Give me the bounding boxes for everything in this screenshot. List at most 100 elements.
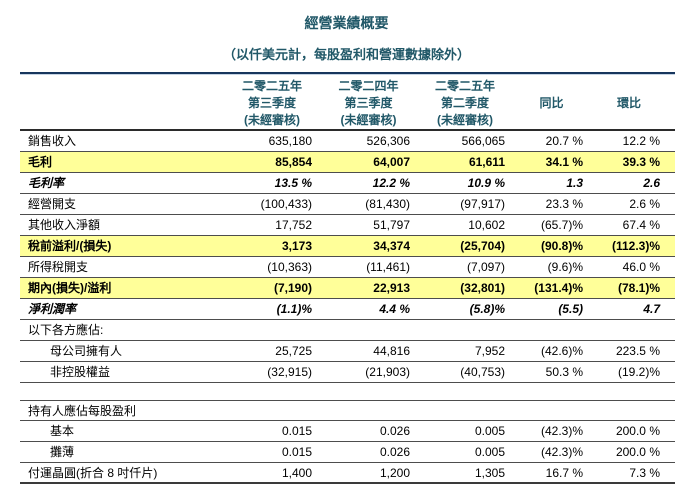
table-row: 淨利潤率 (1.1)% 4.4 % (5.8)% (5.5) 4.7 <box>20 299 675 320</box>
row-value: 2.6 <box>643 176 660 190</box>
row-value <box>232 320 327 340</box>
row-label: 以下各方應佔: <box>28 323 104 337</box>
row-value: 0.026 <box>379 445 410 459</box>
table-row: 非控股權益 (32,915) (21,903) (40,753) 50.3 % (19.2… <box>20 362 675 383</box>
row-value <box>232 401 327 420</box>
page-title: 經營業績概要 <box>304 15 389 31</box>
row-value: (5.5) <box>558 302 583 316</box>
row-value: 64,007 <box>373 155 410 169</box>
table-row: 其他收入淨額 17,752 51,797 10,602 (65.7)% 67.4 % <box>20 215 675 236</box>
row-value <box>425 401 520 420</box>
column-header-line: 二零二四年 <box>338 79 399 93</box>
table-row: 持有人應佔每股盈利 <box>20 400 675 421</box>
row-value: 23.3 % <box>545 197 583 211</box>
row-label: 基本 <box>50 424 75 438</box>
column-header-line: 第三季度 <box>344 96 393 110</box>
column-header: 二零二五年 第三季度 (未經審核) <box>232 78 327 129</box>
row-value: 223.5 % <box>615 344 660 358</box>
table-row: 毛利 85,854 64,007 61,611 34.1 % 39.3 % <box>20 152 675 173</box>
title-rule <box>20 72 675 75</box>
table-row: 期內(損失)/溢利 (7,190) 22,913 (32,801) (131.4)% (7… <box>20 278 675 299</box>
row-label: 稅前溢利/(損失) <box>28 239 112 253</box>
row-value: (81,430) <box>365 197 410 211</box>
row-value: (40,753) <box>460 365 505 379</box>
column-header-line: 第二季度 <box>440 96 489 110</box>
results-table: 二零二五年 第三季度 (未經審核) 二零二四年 第三季度 (未經審核) 二零二五年 第二季度 (… <box>20 72 675 484</box>
row-label: 其他收入淨額 <box>28 218 101 232</box>
row-value <box>425 320 520 340</box>
row-value: 1,305 <box>474 466 505 480</box>
row-value <box>598 320 675 340</box>
row-value: (42.3)% <box>540 445 583 459</box>
row-value: (25,704) <box>460 239 505 253</box>
row-value: (112.3)% <box>611 239 660 253</box>
row-value: 3,173 <box>281 239 312 253</box>
row-label: 淨利潤率 <box>28 302 77 316</box>
row-value: 17,752 <box>275 218 312 232</box>
row-value: 34.1 % <box>545 155 583 169</box>
row-label: 攤薄 <box>50 445 75 459</box>
table-row: 所得稅開支 (10,363) (11,461) (7,097) (9.6)% 46.0 % <box>20 257 675 278</box>
row-value: (78.1)% <box>617 281 660 295</box>
row-value: 16.7 % <box>545 466 583 480</box>
row-value: 0.005 <box>474 445 505 459</box>
row-label: 經營開支 <box>28 197 77 211</box>
row-value: 7.3 % <box>629 466 660 480</box>
row-value: (32,801) <box>460 281 505 295</box>
column-header-line: 同比 <box>539 96 564 110</box>
row-value <box>598 401 675 420</box>
row-value: 25,725 <box>275 344 312 358</box>
column-header-empty <box>20 78 232 129</box>
row-label: 毛利 <box>28 155 53 169</box>
row-value: 51,797 <box>373 218 410 232</box>
row-value: 50.3 % <box>545 365 583 379</box>
row-value: 85,854 <box>275 155 312 169</box>
row-value: (65.7)% <box>540 218 583 232</box>
page-subtitle: （以仟美元計，每股盈利和營運數據除外） <box>222 47 470 62</box>
row-value: 566,065 <box>461 134 505 148</box>
row-value: 1.3 <box>566 176 583 190</box>
table-row: 銷售收入 635,180 526,306 566,065 20.7 % 12.2 % <box>20 131 675 152</box>
table-row: 攤薄 0.015 0.026 0.005 (42.3)% 200.0 % <box>20 442 675 463</box>
row-value <box>520 401 598 420</box>
row-value: 44,816 <box>373 344 410 358</box>
row-value: 1,400 <box>281 466 312 480</box>
column-header-line: 第三季度 <box>247 96 296 110</box>
table-body: 銷售收入 635,180 526,306 566,065 20.7 % 12.2 % 毛利 8… <box>20 131 675 484</box>
table-row: 以下各方應佔: <box>20 320 675 341</box>
row-value: 1,200 <box>379 466 410 480</box>
section-gap <box>20 383 675 400</box>
row-value: (32,915) <box>267 365 312 379</box>
row-value: 0.015 <box>281 424 312 438</box>
row-value: 635,180 <box>268 134 312 148</box>
row-value: (1.1)% <box>276 302 312 316</box>
column-header-line: 二零二五年 <box>241 79 302 93</box>
row-value: (97,917) <box>460 197 505 211</box>
row-value: (7,190) <box>273 281 312 295</box>
column-header: 同比 <box>520 78 598 129</box>
row-value: 34,374 <box>373 239 410 253</box>
column-header: 環比 <box>598 78 675 129</box>
row-value: 20.7 % <box>545 134 583 148</box>
table-row: 稅前溢利/(損失) 3,173 34,374 (25,704) (90.8)% (112.… <box>20 236 675 257</box>
column-header: 二零二四年 第三季度 (未經審核) <box>327 78 425 129</box>
row-label: 付運晶圓(折合 8 吋仟片) <box>28 466 158 480</box>
row-value: (100,433) <box>260 197 312 211</box>
row-value: (90.8)% <box>540 239 583 253</box>
row-value: 526,306 <box>366 134 410 148</box>
row-value: 12.2 % <box>622 134 660 148</box>
row-value: 67.4 % <box>622 218 660 232</box>
row-value <box>327 320 425 340</box>
row-label: 毛利率 <box>28 176 65 190</box>
table-row: 母公司擁有人 25,725 44,816 7,952 (42.6)% 223.5 % <box>20 341 675 362</box>
row-value: 0.026 <box>379 424 410 438</box>
row-value: 10,602 <box>468 218 505 232</box>
row-label: 母公司擁有人 <box>50 344 123 358</box>
row-value: 10.9 % <box>467 176 505 190</box>
row-label: 所得稅開支 <box>28 260 89 274</box>
column-header-line: 二零二五年 <box>434 79 495 93</box>
table-row: 基本 0.015 0.026 0.005 (42.3)% 200.0 % <box>20 421 675 442</box>
row-value: 46.0 % <box>622 260 660 274</box>
row-value: 200.0 % <box>615 445 660 459</box>
column-header: 二零二五年 第二季度 (未經審核) <box>425 78 520 129</box>
